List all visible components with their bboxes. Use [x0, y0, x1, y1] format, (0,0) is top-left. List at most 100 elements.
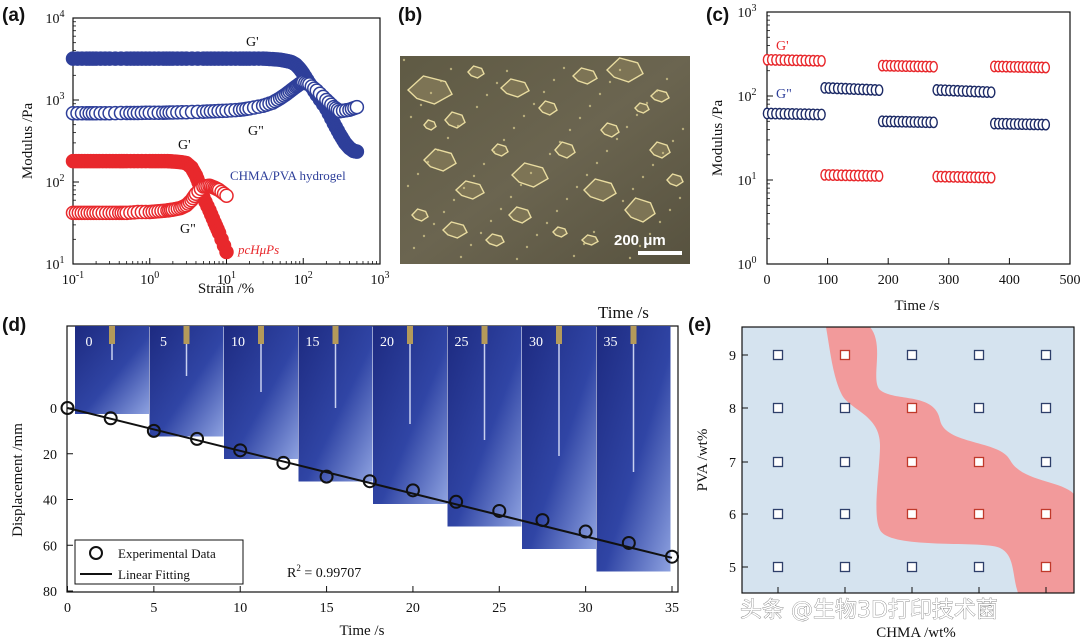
micrograph-particle	[508, 206, 532, 224]
data-point	[405, 483, 420, 498]
micrograph-particles	[402, 57, 685, 261]
micrograph-particle	[624, 197, 656, 223]
micrograph-speck	[661, 151, 665, 155]
micrograph-particle	[510, 162, 549, 188]
micrograph-particle	[666, 173, 684, 187]
panel-d-xtick-label: 20	[406, 601, 420, 616]
panel-c-xtick-label: 100	[817, 273, 838, 288]
micrograph-speck	[678, 196, 682, 200]
micrograph-speck	[641, 175, 645, 179]
grid-marker	[1040, 402, 1052, 414]
panel-d-chart: 0 5 10 15 20 25 30 35 0 5 10 15 20 25 30 35 0 20 40 60 80 T…	[10, 303, 679, 639]
grid-marker	[973, 402, 985, 414]
panel-d-legend-box	[74, 539, 244, 585]
inset-needle	[183, 326, 190, 344]
data-point	[665, 549, 679, 564]
micrograph-speck	[555, 209, 559, 213]
grid-marker	[906, 349, 918, 361]
micrograph-speck	[406, 184, 410, 188]
micrograph-speck	[522, 114, 526, 118]
grid-marker	[973, 508, 985, 520]
micrograph-particle	[484, 233, 505, 247]
micrograph-speck	[439, 79, 443, 83]
micrograph-speck	[565, 197, 569, 201]
micrograph-particle	[499, 78, 530, 98]
panel-a-point	[219, 244, 234, 260]
panel-c-xtick-label: 0	[764, 273, 771, 288]
grid-marker	[839, 508, 851, 520]
panel-c-point	[817, 108, 826, 121]
micrograph-speck	[558, 140, 562, 144]
inset-frame-label: 35	[604, 335, 618, 350]
grid-marker	[772, 456, 784, 468]
panel-c-point	[874, 170, 884, 182]
panel-e-ytick-label: 7	[729, 456, 736, 471]
micrograph-speck	[529, 171, 533, 175]
panel-label-a: (a)	[2, 5, 25, 26]
micrograph-speck	[446, 136, 450, 140]
micrograph-particle	[454, 180, 485, 200]
micrograph-particle	[554, 141, 576, 159]
micrograph-speck	[665, 77, 669, 81]
micrograph-speck	[635, 113, 639, 117]
micrograph-speck	[575, 185, 579, 189]
panel-d-marks	[60, 401, 679, 564]
panel-c-ylabel: Modulus /Pa	[710, 100, 726, 177]
micrograph-speck	[489, 219, 493, 223]
panel-c-xtick-label: 200	[878, 273, 899, 288]
panel-c-frame	[766, 11, 1071, 265]
watermark: 头条 @生物3D打印技术菌	[740, 598, 998, 623]
micrograph-speck	[482, 162, 486, 166]
fit-line	[67, 407, 673, 559]
micrograph-speck	[485, 93, 489, 97]
panel-c-point	[1041, 118, 1051, 131]
data-point	[319, 469, 334, 484]
panel-d-xlabel: Time /s	[340, 623, 385, 639]
panel-c-ytick-label: 101	[738, 171, 757, 189]
grid-marker	[906, 402, 918, 414]
micrograph-speck	[509, 195, 513, 199]
panel-c-xlabel: Time /s	[895, 298, 940, 314]
data-point	[362, 474, 377, 489]
panel-d-xtick-label: 10	[233, 601, 247, 616]
grid-marker	[772, 402, 784, 414]
panel-d-r2: R2 = 0.99707	[287, 563, 361, 581]
micrograph-speck	[472, 174, 476, 178]
grid-marker	[772, 561, 784, 573]
panel-d-ytick-label: 40	[43, 494, 57, 509]
grid-marker	[1040, 561, 1052, 573]
micrograph-particle	[444, 111, 466, 129]
grid-marker	[772, 349, 784, 361]
legend-experimental-marker	[89, 546, 103, 560]
micrograph-particle	[552, 226, 568, 238]
grid-marker	[839, 349, 851, 361]
panel-d-ticks: 0 5 10 15 20 25 30 35 0 20 40 60 80	[43, 402, 679, 616]
grid-marker	[973, 349, 985, 361]
panel-e-chart: 5 6 7 8 9 CHMA /wt% PVA /wt%	[695, 326, 1075, 639]
grid-marker	[1040, 349, 1052, 361]
micrograph-speck	[519, 183, 523, 187]
panel-d-ytick-label: 80	[43, 585, 57, 600]
panel-e-ticks: 5 6 7 8 9	[729, 349, 1047, 593]
micrograph-speck	[572, 254, 576, 258]
data-point	[276, 455, 291, 470]
micrograph-speck	[651, 163, 655, 167]
micrograph-speck	[621, 199, 625, 203]
inset-frame-label: 0	[86, 335, 93, 350]
panel-c-chart: 0 100 200 300 400 500 100 101 102 103 Time /s Mod…	[710, 3, 1080, 314]
legend-experimental-label: Experimental Data	[118, 546, 216, 561]
micrograph-speck	[595, 161, 599, 165]
panel-a-xlabel: Strain /%	[198, 281, 254, 297]
inset-frame-label: 5	[160, 335, 167, 350]
micrograph-speck	[552, 78, 556, 82]
data-point	[190, 431, 205, 446]
grid-marker	[772, 508, 784, 520]
panel-a-annot-pchmps: pcHμPs	[237, 242, 279, 257]
grid-marker	[906, 561, 918, 573]
micrograph-speck	[492, 150, 496, 154]
panel-a-xtick-label: 103	[371, 270, 390, 288]
panel-label-e: (e)	[688, 315, 711, 336]
inset-needle	[630, 326, 637, 344]
